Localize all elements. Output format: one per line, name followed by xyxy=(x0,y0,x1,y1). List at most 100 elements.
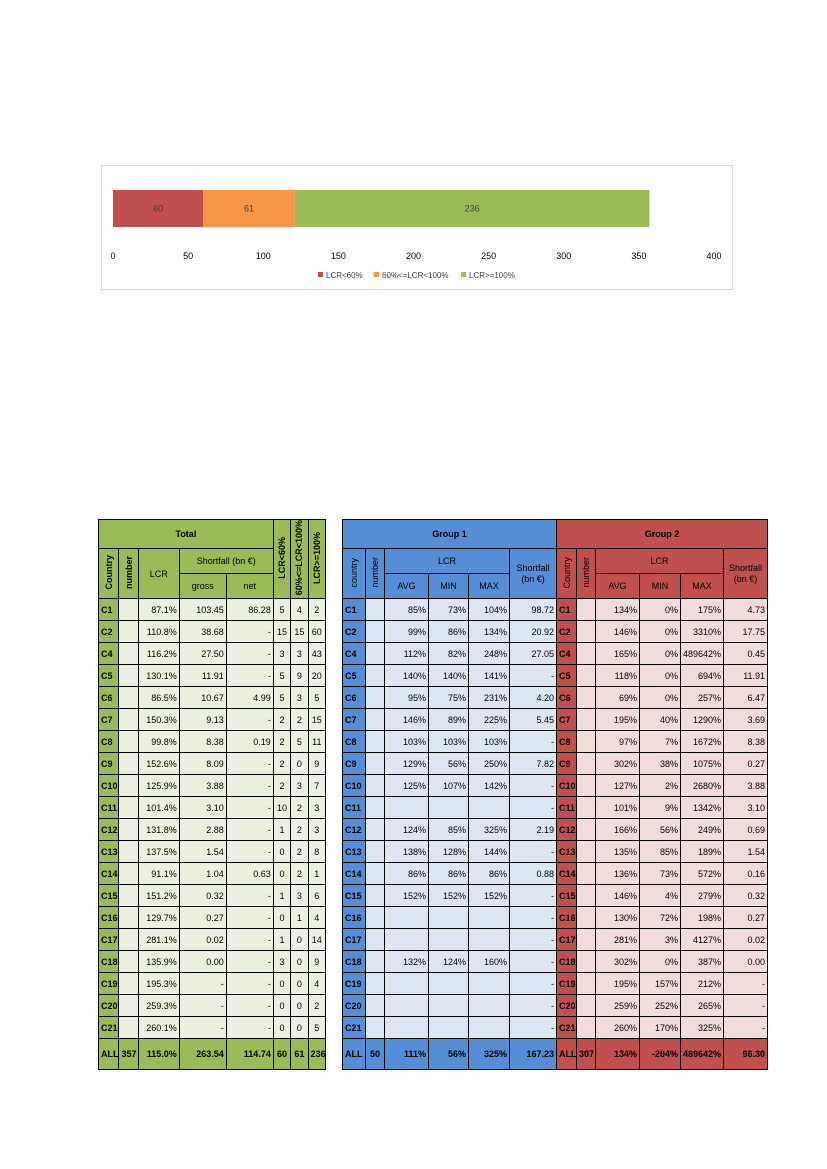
total-cell xyxy=(118,928,139,951)
g1-cell xyxy=(384,796,429,819)
g1-cell xyxy=(365,598,385,621)
total-cell: 0.02 xyxy=(178,928,227,951)
legend-swatch xyxy=(461,272,466,277)
g2-number-header: number xyxy=(576,548,596,599)
g2-cell: 0.00 xyxy=(722,950,769,973)
g1-cell xyxy=(365,928,385,951)
g2-cell: 175% xyxy=(680,598,724,621)
stacked-bar-chart: 60 61 236 0 50 100 150 200 250 300 350 400 LCR<60%… xyxy=(110,190,722,280)
g1-cell xyxy=(384,906,429,929)
total-cell: 2 xyxy=(290,840,309,863)
total-cell: C15 xyxy=(97,884,120,907)
legend-label: LCR<60% xyxy=(326,271,363,280)
g2-cell xyxy=(576,950,596,973)
g1-cell xyxy=(365,642,385,665)
group2-table: Group 2 Country number LCR Shortfall (bn… xyxy=(555,519,769,1070)
total-cell: C9 xyxy=(97,752,120,775)
total-row: C13 137.5% 1.54-0 2 8 xyxy=(97,840,327,863)
g1-cell xyxy=(365,906,385,929)
g1-cell: 124% xyxy=(428,950,469,973)
g1-cell xyxy=(365,708,385,731)
total-cell: 0 xyxy=(272,840,292,863)
g2-cell: 9% xyxy=(639,796,681,819)
g1-cell: 27.05 xyxy=(508,642,558,665)
g2-cell: 195% xyxy=(595,708,640,731)
total-row: C20 259.3% - -0 0 2 xyxy=(97,994,327,1017)
total-cell: 1 xyxy=(272,884,292,907)
g1-cell: 56% xyxy=(428,752,469,775)
g2-cell: 4% xyxy=(639,884,681,907)
g1-cell: C19 xyxy=(342,972,366,995)
total-cell: - xyxy=(178,972,227,995)
total-cell: 3 xyxy=(290,774,309,797)
g2-cell: 281% xyxy=(595,928,640,951)
total-cell: - xyxy=(225,994,274,1017)
total-cell: C17 xyxy=(97,928,120,951)
total-cell: 0 xyxy=(272,862,292,885)
total-cell: - xyxy=(225,884,274,907)
legend-item: 60%<=LCR<100% xyxy=(374,271,449,280)
total-cell: 2 xyxy=(272,730,292,753)
g2-row: C15 146% 4% 279% 0.32 xyxy=(556,884,769,907)
total-cell: 4.99 xyxy=(225,686,274,709)
total-cell: 195.3% xyxy=(137,972,180,995)
g2-cell xyxy=(576,994,596,1017)
g2-cell: 134% xyxy=(595,598,640,621)
g1-cell: 144% xyxy=(468,840,510,863)
g1-row: C11 - xyxy=(342,796,558,819)
g2-cell xyxy=(576,906,596,929)
g2-cell: 694% xyxy=(680,664,724,687)
g2-cell: 0% xyxy=(639,620,681,643)
g1-cell: C7 xyxy=(342,708,366,731)
g1-cell: 140% xyxy=(428,664,469,687)
g1-cell xyxy=(365,686,385,709)
g2-cell xyxy=(576,1016,596,1039)
total-cell xyxy=(118,972,139,995)
g2-cell: 0% xyxy=(639,642,681,665)
g1-cell: 82% xyxy=(428,642,469,665)
g2-row: C20 259% 252% 265% - xyxy=(556,994,769,1017)
g1-cell: C5 xyxy=(342,664,366,687)
g2-cell: 265% xyxy=(680,994,724,1017)
total-cell: 259.3% xyxy=(137,994,180,1017)
g1-cell: 5.45 xyxy=(508,708,558,731)
g1-cell: C4 xyxy=(342,642,366,665)
g2-cell xyxy=(576,664,596,687)
g2-cell: 189% xyxy=(680,840,724,863)
g2-cell xyxy=(576,928,596,951)
total-cell: 15 xyxy=(290,620,309,643)
g1-cell: - xyxy=(508,994,558,1017)
g2-cell xyxy=(576,972,596,995)
bar-segment-label: 236 xyxy=(465,204,480,214)
g1-cell: 111% xyxy=(384,1038,429,1070)
total-cell: 263.54 xyxy=(178,1038,227,1070)
g1-cell: 86% xyxy=(468,862,510,885)
g2-cell xyxy=(576,862,596,885)
g2-cell xyxy=(576,884,596,907)
total-cell: C2 xyxy=(97,620,120,643)
total-cell: 8.38 xyxy=(178,730,227,753)
total-cell: 0 xyxy=(290,950,309,973)
total-cell: - xyxy=(225,664,274,687)
shortfall-header: Shortfall (bn €) xyxy=(178,548,274,574)
g1-cell: 2.19 xyxy=(508,818,558,841)
g1-cell: 152% xyxy=(468,884,510,907)
g2-cell: 0% xyxy=(639,598,681,621)
lcr-header: LCR xyxy=(137,548,180,599)
total-cell: C19 xyxy=(97,972,120,995)
total-cell: 281.1% xyxy=(137,928,180,951)
g2-cell: C10 xyxy=(556,774,577,797)
total-cell: 9 xyxy=(290,664,309,687)
g2-cell: C20 xyxy=(556,994,577,1017)
g1-cell: 138% xyxy=(384,840,429,863)
total-cell xyxy=(118,664,139,687)
g2-cell xyxy=(576,642,596,665)
x-tick-label: 250 xyxy=(481,251,496,261)
g1-cell xyxy=(468,1016,510,1039)
g1-cell: 7.82 xyxy=(508,752,558,775)
legend-swatch xyxy=(318,272,323,277)
total-cell: 2 xyxy=(290,708,309,731)
g1-shortfall-header: Shortfall (bn €) xyxy=(508,548,558,599)
g2-cell: 56% xyxy=(639,818,681,841)
total-cell: - xyxy=(225,972,274,995)
